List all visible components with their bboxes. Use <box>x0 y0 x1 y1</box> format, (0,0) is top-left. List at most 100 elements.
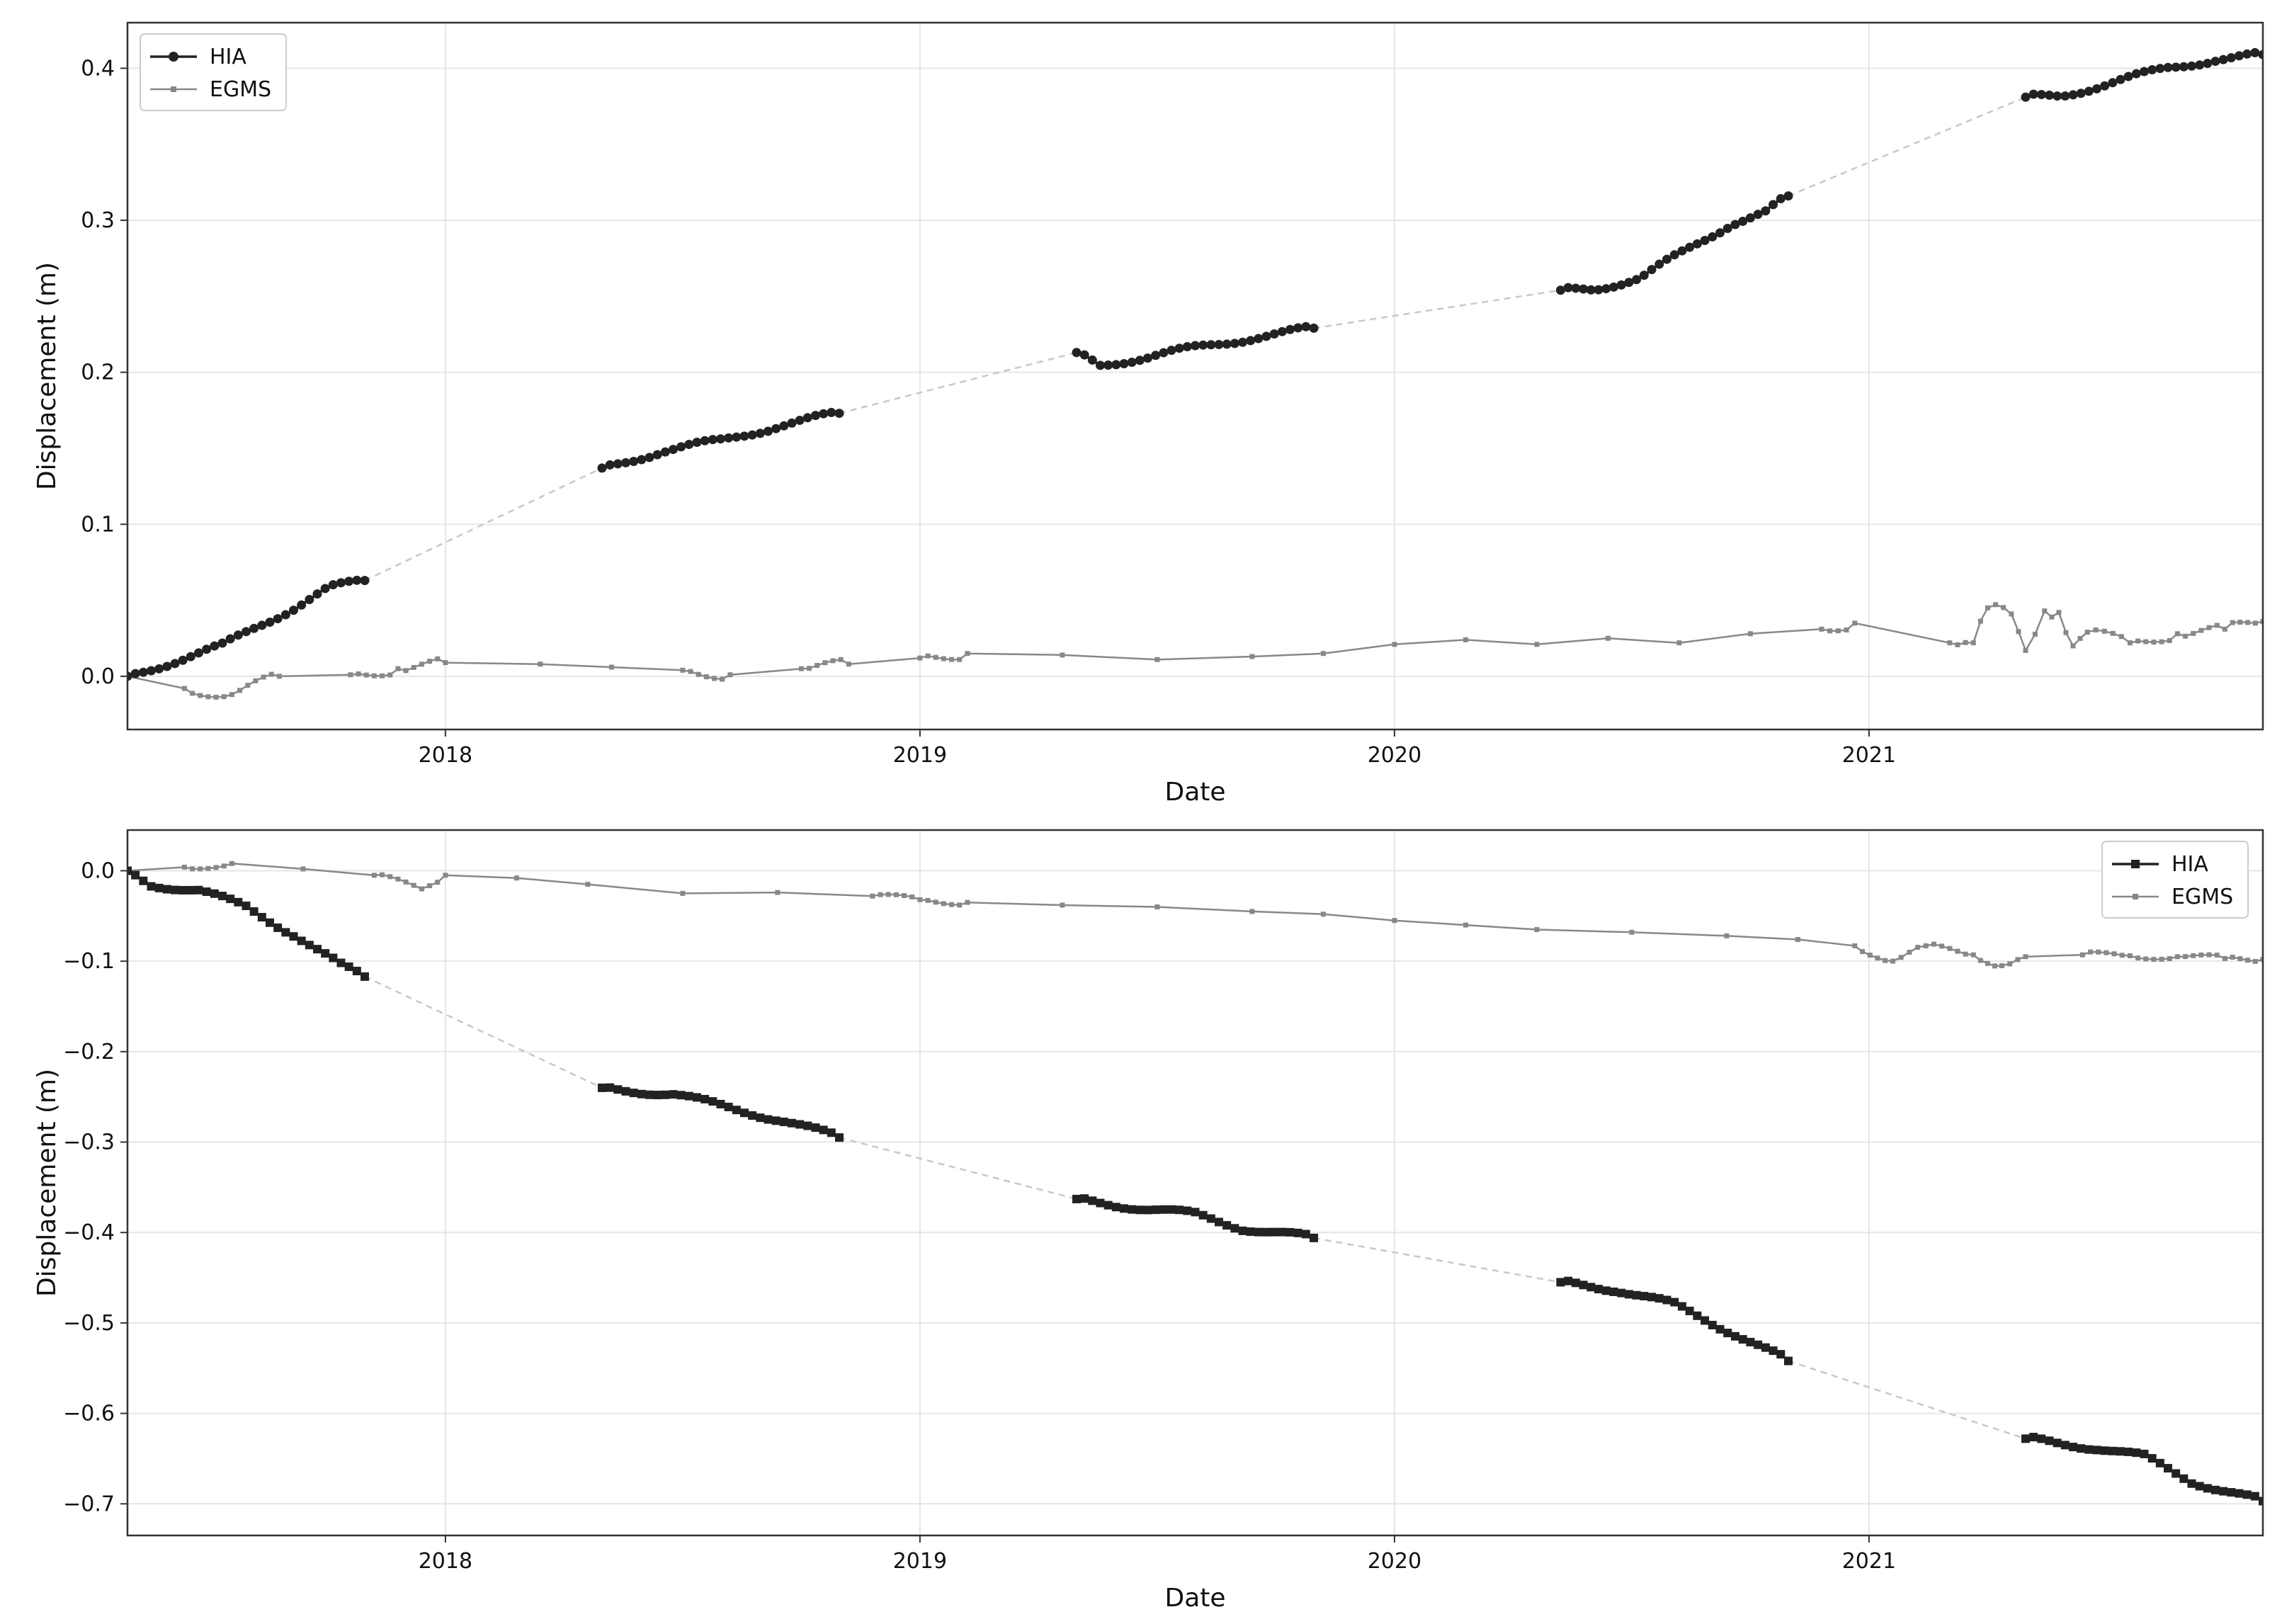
egms-marker <box>941 656 946 661</box>
egms-marker <box>1875 955 1880 961</box>
hia-marker <box>2068 90 2078 100</box>
egms-marker <box>957 657 963 662</box>
plot-area <box>127 23 2263 729</box>
y-tick-label: 0.0 <box>81 858 115 883</box>
hia-marker <box>716 1099 725 1108</box>
hia-marker <box>1670 1298 1679 1307</box>
egms-marker <box>1963 640 1968 645</box>
hia-marker <box>226 895 235 904</box>
egms-marker <box>680 890 686 896</box>
egms-marker <box>403 879 409 885</box>
hia-gap-line <box>1313 289 1561 329</box>
hia-marker <box>297 936 306 946</box>
hia-marker <box>661 1090 670 1099</box>
egms-marker <box>870 893 875 899</box>
egms-marker <box>1947 946 1953 951</box>
hia-marker <box>234 897 243 907</box>
egms-marker <box>2222 626 2227 632</box>
hia-marker <box>1784 1356 1793 1365</box>
hia-marker <box>1151 1205 1160 1215</box>
legend: HIA EGMS <box>2101 841 2249 919</box>
egms-marker <box>1819 626 1824 632</box>
hia-marker <box>2219 1487 2228 1496</box>
egms-marker <box>2260 619 2263 625</box>
hia-marker <box>597 463 607 473</box>
hia-marker <box>819 1125 828 1135</box>
egms-marker <box>427 659 433 664</box>
hia-marker <box>2108 78 2118 88</box>
egms-marker <box>1060 902 1065 908</box>
egms-marker <box>1999 963 2004 969</box>
egms-marker <box>957 902 963 908</box>
hia-marker <box>763 426 773 436</box>
hia-marker <box>637 455 647 465</box>
hia-marker <box>827 1128 836 1137</box>
hia-marker <box>2060 1441 2070 1450</box>
egms-marker <box>2001 605 2006 611</box>
egms-marker <box>181 864 187 870</box>
hia-marker <box>1103 360 1113 370</box>
hia-marker <box>613 459 623 469</box>
hia-marker <box>171 885 179 895</box>
hia-marker <box>1261 331 1271 341</box>
hia-marker <box>1693 1311 1702 1320</box>
egms-marker <box>949 902 955 907</box>
hia-marker <box>692 438 702 448</box>
hia-marker <box>1639 271 1649 280</box>
hia-marker <box>1072 348 1082 358</box>
hia-gap-line <box>1788 96 2026 197</box>
x-tick-label: 2019 <box>893 1549 947 1574</box>
y-tick-label: 0.4 <box>81 56 115 81</box>
hia-marker <box>1285 1227 1295 1237</box>
hia-marker <box>835 1133 844 1142</box>
hia-marker <box>1198 340 1208 350</box>
hia-marker <box>328 580 338 590</box>
egms-marker <box>1977 618 1983 624</box>
egms-marker <box>276 674 282 679</box>
egms-marker <box>965 899 970 905</box>
legend-swatch-marker <box>171 86 176 92</box>
egms-marker <box>2198 952 2204 958</box>
egms-marker <box>395 876 401 882</box>
hia-marker <box>2226 52 2236 62</box>
egms-marker <box>608 664 614 670</box>
hia-marker <box>2045 90 2054 100</box>
hia-marker <box>186 885 195 895</box>
hia-marker <box>739 431 749 441</box>
egms-marker <box>2063 630 2069 635</box>
egms-marker <box>949 657 955 662</box>
legend: HIA EGMS <box>140 33 287 111</box>
egms-marker <box>2110 630 2116 636</box>
egms-marker <box>205 694 211 700</box>
egms-marker <box>229 692 234 698</box>
egms-marker <box>190 691 195 696</box>
hia-marker <box>1119 359 1129 369</box>
egms-marker <box>1463 922 1468 928</box>
hia-marker <box>732 1106 741 1115</box>
legend-swatch-marker <box>2133 894 2138 899</box>
egms-marker <box>2174 631 2180 637</box>
hia-marker <box>1738 1335 1747 1344</box>
egms-marker <box>1955 948 1960 954</box>
hia-marker <box>1616 280 1626 290</box>
y-tick-label: −0.3 <box>63 1130 115 1155</box>
egms-marker <box>419 886 424 892</box>
hia-marker <box>1640 1292 1649 1301</box>
hia-marker <box>637 1089 646 1098</box>
egms-marker <box>1629 929 1635 935</box>
y-tick-label: −0.7 <box>63 1492 115 1516</box>
plot-area <box>127 830 2263 1535</box>
egms-marker <box>1923 943 1929 948</box>
x-tick-label: 2019 <box>893 743 947 768</box>
hia-marker <box>1230 339 1239 348</box>
hia-marker <box>257 913 266 922</box>
hia-gap-line <box>364 975 603 1089</box>
hia-marker <box>1103 1200 1113 1210</box>
egms-marker <box>435 656 441 661</box>
egms-marker <box>2007 961 2013 967</box>
hia-marker <box>1783 191 1793 201</box>
egms-marker <box>2101 628 2107 634</box>
hia-marker <box>629 456 639 466</box>
egms-marker <box>2174 954 2180 960</box>
y-tick-label: 0.2 <box>81 360 115 385</box>
